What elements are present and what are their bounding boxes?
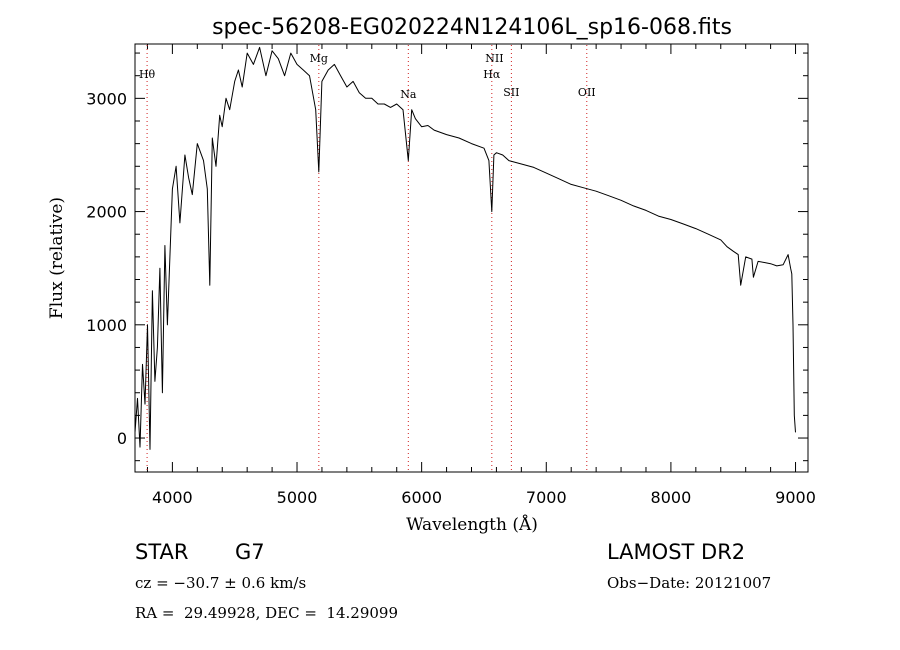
x-tick-label: 6000 [401,488,442,507]
spectral-line-label: Hα [483,68,501,81]
y-tick-label: 2000 [86,203,127,222]
y-tick-label: 0 [117,429,127,448]
x-tick-label: 8000 [651,488,692,507]
coordinates: RA = 29.49928, DEC = 14.29099 [135,604,399,622]
y-tick-label: 3000 [86,89,127,108]
redshift-value: cz = −30.7 ± 0.6 km/s [135,574,307,592]
spectral-line-label: Hθ [139,68,156,81]
observation-date: Obs−Date: 20121007 [607,574,772,592]
chart-title: spec-56208-EG020224N124106L_sp16-068.fit… [212,15,732,40]
x-tick-label: 5000 [277,488,318,507]
spectral-line-label: Na [400,88,417,101]
spectral-line-label: NII [485,52,503,65]
x-tick-label: 7000 [526,488,567,507]
object-class: STAR [135,540,189,564]
series-layer [134,46,796,450]
object-subclass: G7 [235,540,265,564]
plot-frame [134,43,809,473]
survey-name: LAMOST DR2 [607,540,746,564]
x-tick-label: 4000 [152,488,193,507]
axis-ticks [135,44,808,472]
spectral-line-markers [146,45,588,471]
spectral-line-label: SII [503,86,519,99]
spectrum-series-line [134,46,796,450]
spectral-line-label: OII [578,86,596,99]
spectral-line-label: Mg [310,52,328,65]
x-axis-label: Wavelength (Å) [406,514,538,535]
y-tick-label: 1000 [86,316,127,335]
tick-labels: 4000 5000 6000 7000 8000 9000 0 1000 2000 3000 [86,89,816,507]
y-axis-label: Flux (relative) [47,197,67,319]
x-tick-label: 9000 [775,488,816,507]
